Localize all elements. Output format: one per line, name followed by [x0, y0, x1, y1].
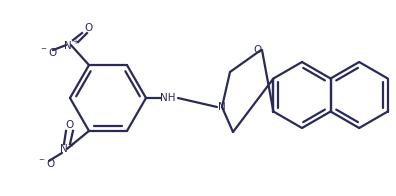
- Text: O: O: [254, 45, 262, 55]
- Text: N$^+$: N$^+$: [59, 142, 75, 155]
- Text: O: O: [65, 120, 73, 130]
- Text: NH: NH: [160, 93, 176, 103]
- Text: $^-$O: $^-$O: [36, 157, 55, 169]
- Text: N$^+$: N$^+$: [63, 39, 79, 52]
- Text: N: N: [218, 102, 226, 112]
- Text: O: O: [85, 23, 93, 33]
- Text: $^-$O: $^-$O: [38, 46, 57, 58]
